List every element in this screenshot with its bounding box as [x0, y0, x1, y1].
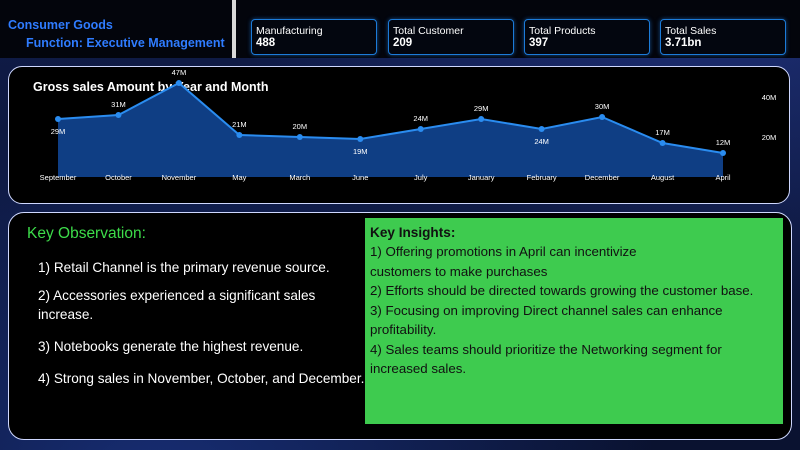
x-tick-label: June — [352, 173, 368, 182]
kpi-value: 3.71bn — [665, 37, 702, 49]
data-label: 29M — [474, 104, 489, 113]
data-point — [296, 134, 303, 140]
x-tick-label: January — [468, 173, 495, 182]
data-point — [720, 150, 726, 156]
data-label: 47M — [172, 68, 187, 77]
x-tick-label: September — [40, 173, 77, 182]
x-tick-label: March — [289, 173, 310, 182]
area-fill — [58, 83, 723, 177]
kpi-value: 397 — [529, 37, 549, 49]
key-observation-title: Key Observation: — [27, 225, 146, 242]
kpi-card-total-products[interactable]: Total Products 397 — [524, 19, 650, 55]
kpi-value: 209 — [393, 37, 413, 49]
data-point — [55, 116, 61, 122]
x-tick-label: August — [651, 173, 675, 182]
chart-title: Gross sales Amount by Year and Month — [33, 80, 269, 94]
data-label: 17M — [655, 128, 670, 137]
observations-panel: Key Observation: 1) Retail Channel is th… — [8, 212, 792, 440]
kpi-label: Total Customer — [393, 25, 464, 37]
header-bar: Consumer Goods Function: Executive Manag… — [0, 0, 800, 58]
series-line — [57, 81, 724, 154]
y-tick-label: 40M — [762, 93, 777, 102]
kpi-label: Total Products — [529, 25, 596, 37]
gross-sales-area-chart[interactable]: 29M 31M 47M 21M 20M 19M 24M 29M 24M 30M 17M 12M Sept… — [9, 67, 791, 205]
data-label: 12M — [716, 138, 731, 147]
data-point — [538, 126, 545, 132]
function-title: Function: Executive Management — [26, 36, 225, 50]
insight-item: 2) Efforts should be directed towards gr… — [370, 283, 754, 298]
observation-item: 2) Accessories experienced a significant… — [38, 288, 316, 322]
x-tick-label: February — [527, 173, 557, 182]
brand-block: Consumer Goods Function: Executive Manag… — [0, 0, 236, 58]
x-tick-label: April — [715, 173, 730, 182]
data-label: 24M — [413, 114, 428, 123]
data-point — [115, 112, 122, 118]
observation-item: 3) Notebooks generate the highest revenu… — [38, 339, 304, 354]
data-label: 24M — [534, 137, 549, 146]
data-label: 21M — [232, 120, 247, 129]
data-label: 31M — [111, 100, 126, 109]
insight-item: 4) Sales teams should prioritize the Net… — [370, 341, 722, 377]
kpi-value: 488 — [256, 37, 276, 49]
y-tick-label: 20M — [762, 133, 777, 142]
observation-item: 4) Strong sales in November, October, an… — [38, 371, 365, 386]
kpi-card-total-customer[interactable]: Total Customer 209 — [388, 19, 514, 55]
data-point — [659, 140, 666, 146]
data-label: 19M — [353, 147, 368, 156]
company-title: Consumer Goods — [8, 18, 113, 32]
kpi-card-manufacturing[interactable]: Manufacturing 488 — [251, 19, 377, 55]
kpi-card-total-sales[interactable]: Total Sales 3.71bn — [660, 19, 786, 55]
observation-item: 1) Retail Channel is the primary revenue… — [38, 260, 330, 275]
insight-item: 3) Focusing on improving Direct channel … — [370, 302, 723, 338]
insight-item: 1) Offering promotions in April can ince… — [370, 244, 637, 279]
data-point — [478, 116, 485, 122]
data-label: 29M — [51, 127, 66, 136]
data-point — [175, 80, 182, 86]
kpi-label: Manufacturing — [256, 25, 323, 37]
data-label: 20M — [293, 122, 308, 131]
data-point — [417, 126, 424, 132]
data-point — [236, 132, 243, 138]
gross-sales-chart-panel: Gross sales Amount by Year and Month 29M… — [8, 66, 790, 204]
x-tick-label: May — [232, 173, 246, 182]
kpi-label: Total Sales — [665, 25, 717, 37]
x-tick-label: November — [162, 173, 197, 182]
key-insights-title: Key Insights: — [370, 225, 456, 240]
key-insights-box: Key Insights: 1) Offering promotions in … — [365, 218, 783, 424]
x-tick-label: December — [585, 173, 620, 182]
data-label: 30M — [595, 102, 610, 111]
x-tick-label: October — [105, 173, 132, 182]
x-tick-label: July — [414, 173, 428, 182]
data-point — [357, 136, 364, 142]
data-point — [599, 114, 606, 120]
